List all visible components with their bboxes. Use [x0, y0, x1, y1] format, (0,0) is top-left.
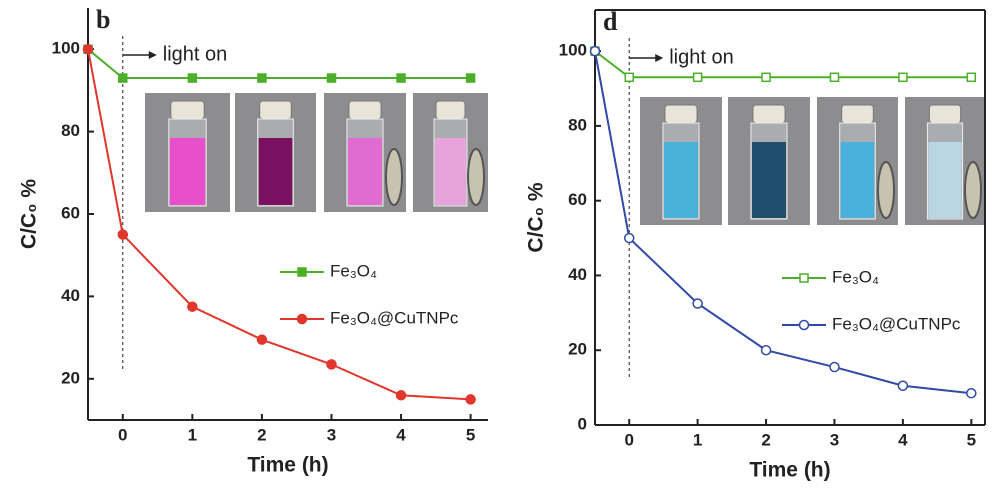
marker [624, 72, 634, 83]
legend-label: Fe₃O₄@CuTNPc [832, 314, 961, 333]
x-tick-label: 2 [761, 430, 770, 449]
liquid [347, 138, 383, 205]
x-tick-label: 4 [898, 430, 908, 449]
marker [187, 73, 198, 83]
magnet [385, 148, 403, 206]
x-tick-label: 1 [693, 430, 702, 449]
x-tick-label: 0 [624, 430, 633, 449]
y-tick-label: 0 [578, 414, 587, 433]
x-tick-label: 5 [466, 425, 475, 444]
y-tick-label: 60 [61, 203, 80, 222]
magnet [467, 148, 485, 206]
x-tick-label: 5 [967, 430, 976, 449]
y-tick-label: 60 [568, 190, 587, 209]
y-tick-label: 20 [61, 368, 80, 387]
x-tick-label: 3 [830, 430, 839, 449]
marker [257, 73, 267, 83]
legend-label: Fe₃O₄ [832, 267, 879, 286]
marker [692, 72, 703, 83]
marker [692, 298, 703, 309]
legend-marker [798, 319, 810, 331]
marker [118, 73, 128, 83]
marker [761, 72, 771, 83]
liquid [840, 142, 875, 218]
vial-cap [435, 100, 466, 120]
marker [396, 73, 406, 83]
vial-cap [841, 104, 874, 124]
liquid [751, 142, 787, 218]
magnet [964, 161, 982, 219]
x-tick-label: 0 [118, 425, 127, 444]
marker [966, 387, 977, 399]
y-tick-label: 40 [61, 286, 80, 305]
x-axis-title: Time (h) [247, 454, 328, 477]
marker [256, 334, 268, 345]
y-tick-label: 20 [568, 340, 587, 359]
series-line [594, 50, 972, 79]
marker [829, 72, 840, 83]
legend-marker [296, 313, 308, 325]
arrow-head [655, 54, 664, 62]
legend-label: Fe₃O₄@CuTNPc [330, 308, 459, 327]
y-tick-label: 80 [568, 115, 587, 134]
x-tick-label: 4 [396, 425, 406, 444]
marker [82, 43, 94, 55]
marker [326, 359, 337, 370]
panel-label: b [96, 5, 110, 34]
marker [898, 72, 908, 83]
y-tick-label: 100 [559, 41, 587, 60]
marker [187, 301, 198, 312]
marker [465, 394, 476, 405]
marker [465, 73, 476, 83]
legend-label: Fe₃O₄ [330, 261, 377, 280]
marker [623, 232, 635, 244]
vial-cap [928, 104, 962, 124]
marker [760, 344, 772, 356]
x-tick-label: 3 [327, 425, 336, 444]
liquid [663, 142, 699, 218]
y-tick-label: 80 [61, 121, 80, 140]
magnet [877, 161, 895, 219]
liquid [169, 138, 206, 205]
marker [829, 361, 840, 373]
marker [589, 45, 601, 57]
marker [326, 73, 337, 83]
y-tick-label: 100 [52, 39, 80, 58]
y-axis-title: C/C₀ % [525, 182, 548, 252]
series-line [87, 48, 471, 80]
arrow-head [148, 51, 157, 59]
x-tick-label: 1 [188, 425, 197, 444]
annotation: light on [669, 46, 734, 68]
y-tick-label: 40 [568, 265, 587, 284]
liquid [928, 142, 962, 218]
annotation: light on [163, 43, 228, 65]
legend-marker [297, 267, 307, 277]
x-tick-label: 2 [257, 425, 266, 444]
panel-label: d [603, 7, 618, 36]
x-axis-title: Time (h) [749, 459, 830, 482]
vial-cap [752, 104, 786, 124]
vial-cap [170, 100, 205, 120]
vial-cap [664, 104, 698, 124]
liquid [435, 138, 466, 205]
vial-cap [259, 100, 292, 120]
liquid [258, 138, 293, 205]
marker [117, 229, 129, 240]
legend-marker [799, 273, 809, 283]
y-axis-title: C/C₀ % [18, 179, 41, 249]
vial-cap [348, 100, 382, 120]
marker [897, 380, 909, 391]
marker [395, 390, 407, 401]
marker [966, 72, 977, 83]
